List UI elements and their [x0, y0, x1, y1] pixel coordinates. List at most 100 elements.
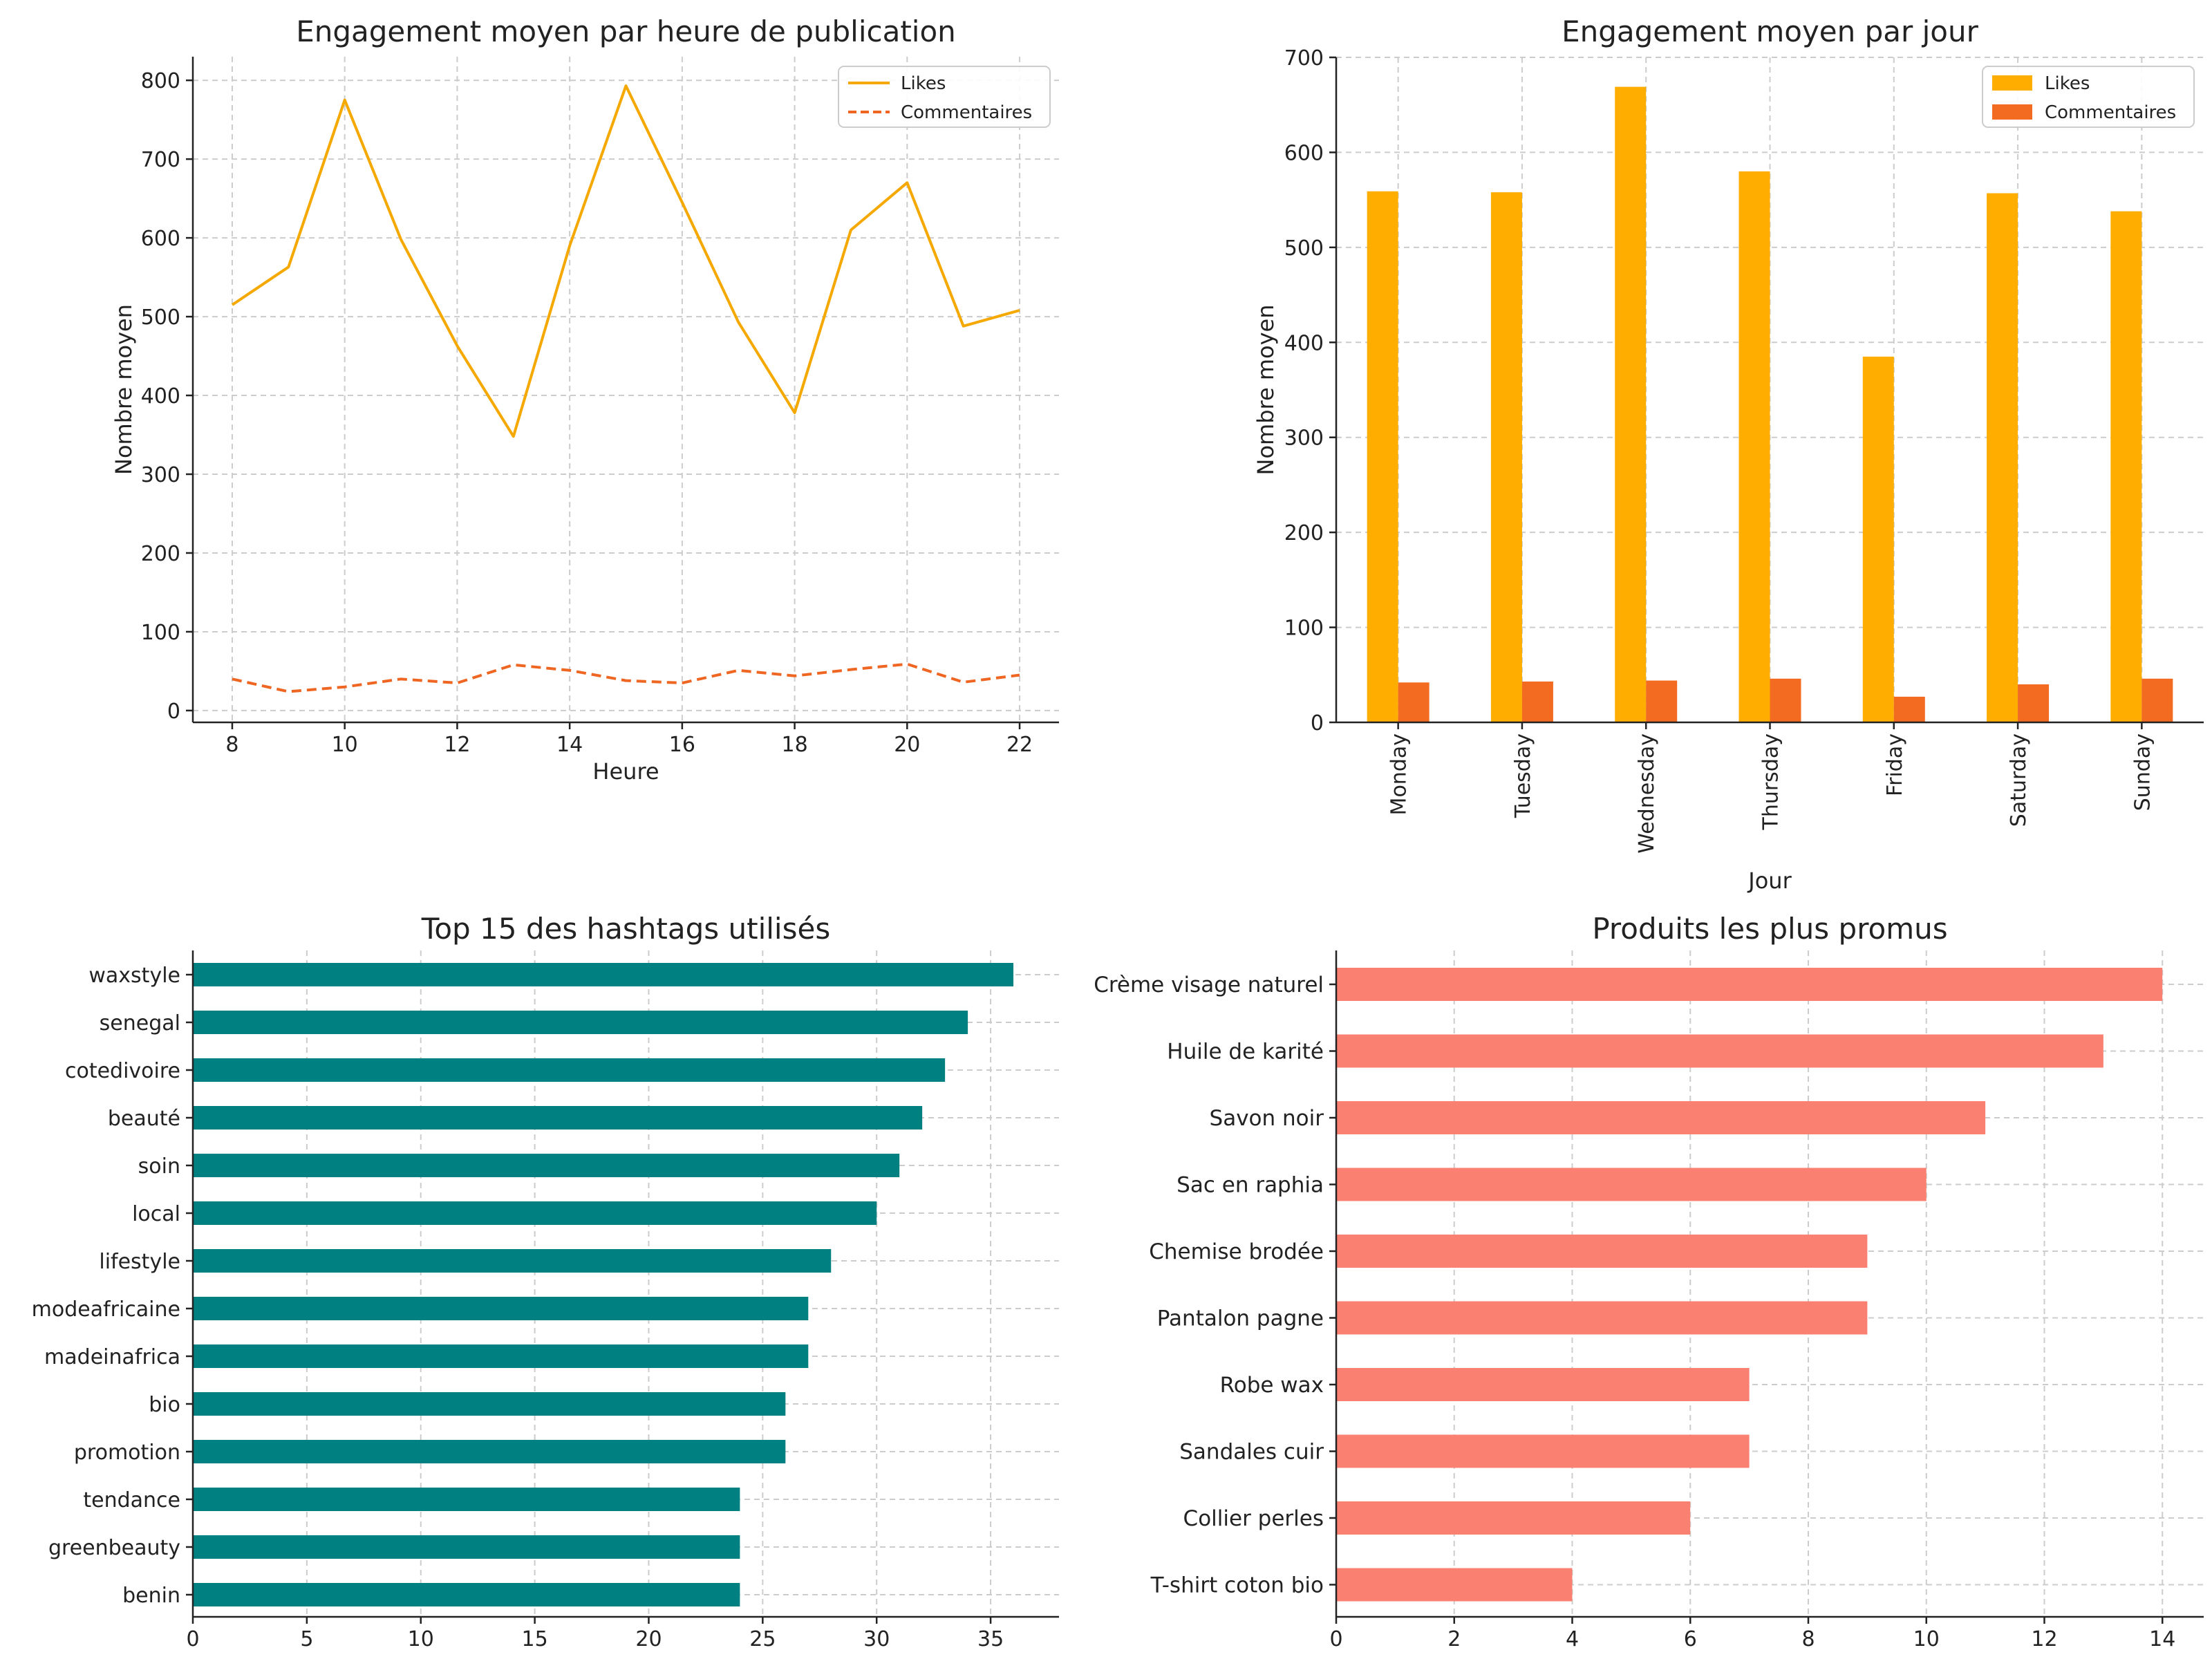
category-label: benin — [122, 1584, 180, 1608]
x-tick-label: 6 — [1684, 1627, 1697, 1651]
bar — [193, 1154, 900, 1177]
category-label: local — [132, 1202, 180, 1226]
bar-commentaires-monday — [1398, 682, 1430, 722]
bar — [193, 1106, 923, 1130]
bar — [193, 1249, 832, 1273]
y-tick-label: 500 — [141, 306, 180, 330]
category-label: promotion — [74, 1441, 180, 1465]
bar-commentaires-friday — [1893, 696, 1925, 722]
y-tick-label: 200 — [1284, 521, 1324, 545]
x-tick-label: 0 — [1329, 1627, 1342, 1651]
bar-commentaires-thursday — [1770, 678, 1801, 722]
hourly-engagement-chart: 8 10 12 14 16 18 20 22 0 100 200 300 400 500 600 700 800… — [111, 15, 1059, 785]
category-label: senegal — [100, 1011, 180, 1035]
x-tick-label: 22 — [1006, 733, 1033, 757]
y-tick-label: 200 — [141, 542, 180, 566]
category-label: Huile de karité — [1167, 1040, 1324, 1065]
bar-likes-tuesday — [1490, 192, 1522, 722]
x-tick-label: 12 — [2031, 1627, 2057, 1651]
category-label: modeafricaine — [32, 1297, 180, 1322]
category-label: Savon noir — [1210, 1106, 1324, 1131]
x-tick-label: Wednesday — [1635, 733, 1659, 854]
promoted-products-chart: 0 2 4 6 8 10 12 14 Crème visage naturel Huile de … — [1094, 912, 2204, 1651]
legend-label: Likes — [901, 73, 946, 94]
bar-likes-sunday — [2110, 211, 2142, 722]
daily-engagement-chart: 0 100 200 300 400 500 600 700 Monday Tuesday Wedne… — [1253, 15, 2204, 894]
bar — [1336, 1301, 1868, 1335]
category-label: tendance — [83, 1488, 180, 1512]
x-tick-label: 0 — [186, 1627, 199, 1651]
x-tick-label: 25 — [749, 1627, 776, 1651]
category-label: cotedivoire — [65, 1059, 180, 1083]
y-tick-label: 500 — [1284, 236, 1324, 261]
legend-swatch-likes — [1992, 75, 2032, 91]
y-tick-label: 300 — [141, 463, 180, 487]
category-label: lifestyle — [99, 1250, 180, 1274]
x-tick-label: 10 — [408, 1627, 434, 1651]
bar — [193, 1392, 786, 1416]
bar — [1336, 1368, 1750, 1401]
bar — [1336, 1434, 1750, 1468]
x-tick-label: 4 — [1566, 1627, 1579, 1651]
x-axis-label: Jour — [1747, 868, 1792, 894]
bar-likes-monday — [1367, 191, 1398, 722]
x-tick-label: 35 — [977, 1627, 1004, 1651]
chart-title: Top 15 des hashtags utilisés — [421, 912, 830, 946]
bar-commentaires-saturday — [2018, 684, 2050, 722]
x-tick-label: 20 — [635, 1627, 662, 1651]
bar — [193, 1535, 740, 1559]
category-label: madeinafrica — [44, 1345, 180, 1369]
chart-title: Engagement moyen par jour — [1562, 15, 1979, 48]
category-label: greenbeauty — [48, 1536, 180, 1560]
x-tick-label: 20 — [894, 733, 920, 757]
x-tick-label: 8 — [1801, 1627, 1815, 1651]
legend-label: Likes — [2045, 73, 2090, 94]
legend-box — [1982, 66, 2195, 128]
x-tick-label: 12 — [444, 733, 470, 757]
category-label: Chemise brodée — [1149, 1239, 1324, 1264]
chart-title: Produits les plus promus — [1592, 912, 1947, 946]
bar — [1336, 968, 2163, 1001]
x-tick-label: Saturday — [2007, 733, 2031, 827]
bar — [1336, 1101, 1986, 1134]
bar-commentaires-wednesday — [1646, 680, 1678, 722]
category-label: soin — [138, 1154, 180, 1179]
y-tick-label: 300 — [1284, 427, 1324, 451]
bar — [1336, 1034, 2103, 1068]
x-tick-label: 14 — [556, 733, 583, 757]
x-tick-label: Monday — [1387, 733, 1412, 815]
legend-label: Commentaires — [901, 102, 1032, 123]
category-label: Sandales cuir — [1179, 1440, 1324, 1465]
category-label: Pantalon pagne — [1157, 1306, 1324, 1331]
bar — [1336, 1568, 1573, 1602]
y-tick-label: 400 — [141, 384, 180, 409]
bar — [193, 1011, 968, 1034]
x-tick-label: 18 — [781, 733, 807, 757]
y-tick-label: 700 — [1284, 46, 1324, 71]
bar — [1336, 1235, 1868, 1268]
category-label: Collier perles — [1183, 1506, 1324, 1531]
x-tick-label: Tuesday — [1511, 733, 1535, 818]
x-tick-label: 5 — [300, 1627, 313, 1651]
bar — [1336, 1168, 1927, 1201]
x-tick-label: 14 — [2149, 1627, 2175, 1651]
category-label: beauté — [108, 1107, 180, 1131]
bar — [193, 1344, 809, 1368]
bar — [1336, 1501, 1691, 1535]
y-tick-label: 0 — [167, 700, 180, 724]
series-line-commentaires — [232, 662, 1020, 693]
y-axis-label: Nombre moyen — [1253, 305, 1279, 476]
x-tick-label: 8 — [225, 733, 238, 757]
x-tick-label: 30 — [863, 1627, 890, 1651]
y-tick-label: 400 — [1284, 331, 1324, 355]
category-label: Robe wax — [1220, 1373, 1324, 1398]
series-line-likes — [231, 84, 1020, 438]
bar — [193, 963, 1014, 986]
bar — [193, 1583, 740, 1606]
bar-likes-wednesday — [1615, 86, 1647, 723]
bar-likes-friday — [1862, 356, 1894, 722]
bar-commentaires-sunday — [2141, 678, 2173, 722]
x-tick-label: 10 — [1913, 1627, 1940, 1651]
legend-swatch-commentaires — [1992, 104, 2032, 120]
